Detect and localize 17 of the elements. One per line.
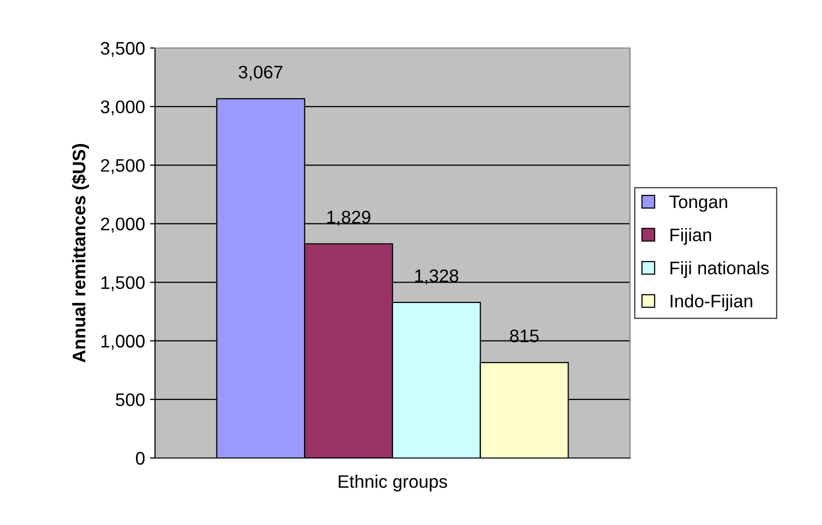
y-axis-title: Annual remittances ($US) bbox=[72, 144, 89, 362]
legend-label: Indo-Fijian bbox=[670, 294, 752, 312]
data-label: 1,328 bbox=[415, 269, 458, 284]
legend-label: Fiji nationals bbox=[670, 261, 769, 278]
y-tick-label: 3,000 bbox=[100, 100, 145, 116]
data-label: 1,829 bbox=[327, 210, 370, 226]
legend-label: Tongan bbox=[669, 196, 728, 212]
x-tick-label: Ethnic groups bbox=[338, 474, 448, 492]
y-tick-label: 500 bbox=[116, 393, 145, 406]
y-tick-label: 1,000 bbox=[101, 334, 145, 350]
y-tick-label: 2,000 bbox=[101, 218, 145, 233]
data-label: 3,067 bbox=[238, 66, 282, 81]
y-tick-label: 2,500 bbox=[101, 159, 145, 174]
y-tick-label: 3,500 bbox=[100, 42, 145, 57]
y-tick-label: 1,500 bbox=[101, 276, 145, 292]
y-tick-label: 0 bbox=[136, 452, 145, 465]
legend-label: Fijian bbox=[670, 228, 712, 245]
